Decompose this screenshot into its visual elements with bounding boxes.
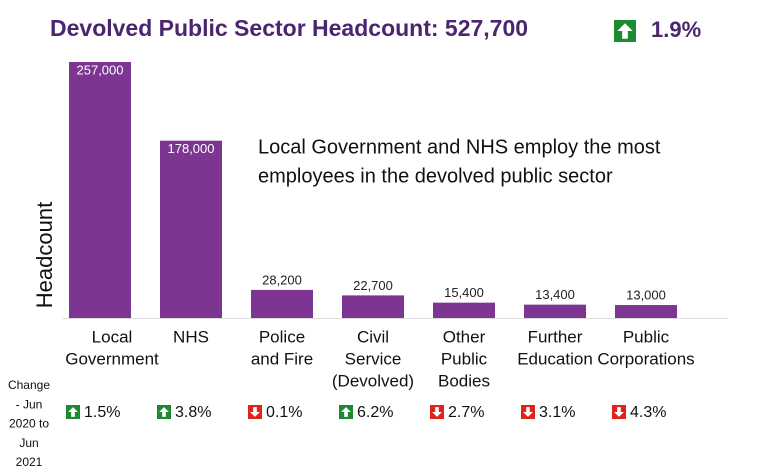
x-tick-label: Public — [623, 327, 670, 346]
change-arrow — [68, 407, 78, 417]
change-arrow — [617, 23, 633, 39]
value-label: 257,000 — [77, 62, 124, 77]
change-arrow — [159, 407, 169, 417]
value-label: 13,400 — [535, 287, 575, 302]
x-tick-label: and Fire — [251, 349, 313, 368]
value-label: 28,200 — [262, 272, 302, 287]
x-tick-label: Public — [441, 349, 488, 368]
value-label: 178,000 — [168, 141, 215, 156]
change-label: - Jun — [16, 397, 43, 411]
change-value: 1.5% — [84, 404, 120, 421]
change-arrow — [614, 407, 624, 417]
change-value: 4.3% — [630, 404, 666, 421]
x-tick-label: Local — [92, 327, 133, 346]
x-tick-label: Government — [65, 349, 159, 368]
bar — [524, 304, 586, 318]
change-value: 6.2% — [357, 404, 393, 421]
change-arrow — [250, 407, 260, 417]
value-label: 15,400 — [444, 285, 484, 300]
x-tick-label: Service — [345, 349, 402, 368]
annotation: employees in the devolved public sector — [258, 165, 613, 187]
change-value: 3.8% — [175, 404, 211, 421]
x-tick-label: Bodies — [438, 371, 490, 390]
bar — [160, 140, 222, 318]
bar — [342, 295, 404, 318]
change-label: Change — [8, 378, 50, 392]
total-change: 1.9% — [651, 17, 701, 42]
change-arrow — [432, 407, 442, 417]
value-label: 13,000 — [626, 287, 666, 302]
x-tick-label: (Devolved) — [332, 371, 414, 390]
y-axis-label: Headcount — [32, 202, 57, 308]
change-value: 0.1% — [266, 404, 302, 421]
x-tick-label: Further — [528, 327, 583, 346]
x-tick-label: Civil — [357, 327, 389, 346]
x-tick-label: Education — [517, 349, 593, 368]
bar — [251, 289, 313, 318]
x-tick-label: Other — [443, 327, 486, 346]
x-tick-label: Corporations — [597, 349, 694, 368]
bar — [69, 61, 131, 318]
change-value: 2.7% — [448, 404, 484, 421]
change-arrow — [523, 407, 533, 417]
annotation: Local Government and NHS employ the most — [258, 136, 661, 158]
change-value: 3.1% — [539, 404, 575, 421]
x-tick-label: Police — [259, 327, 305, 346]
change-arrow — [341, 407, 351, 417]
change-label: 2021 — [16, 455, 43, 469]
change-label: Jun — [19, 436, 38, 450]
x-tick-label: NHS — [173, 327, 209, 346]
value-label: 22,700 — [353, 278, 393, 293]
change-label: 2020 to — [9, 417, 49, 431]
bar — [615, 305, 677, 318]
chart-title: Devolved Public Sector Headcount: 527,70… — [50, 15, 528, 41]
bar — [433, 302, 495, 318]
